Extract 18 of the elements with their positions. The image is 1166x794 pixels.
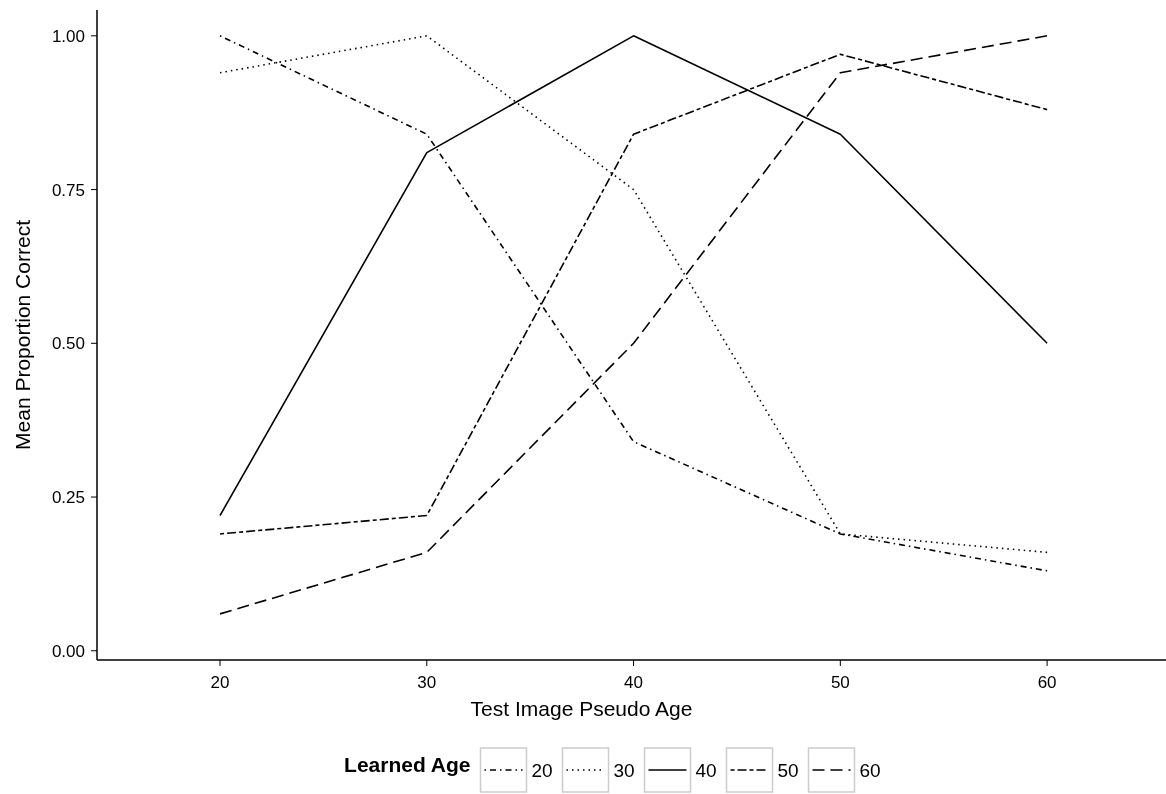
legend-label: 50 (777, 759, 799, 781)
legend-label: 30 (613, 759, 635, 781)
x-tick-label: 50 (830, 673, 850, 692)
y-axis-title: Mean Proportion Correct (11, 219, 34, 450)
legend-label: 60 (859, 759, 881, 781)
y-tick-label: 0.00 (51, 641, 85, 661)
x-tick-label: 60 (1037, 673, 1057, 692)
y-tick-label: 0.50 (51, 334, 85, 354)
legend-title: Learned Age (344, 753, 471, 776)
y-tick-label: 0.75 (51, 180, 85, 200)
y-tick-label: 1.00 (51, 26, 85, 46)
legend-label: 40 (695, 759, 717, 781)
x-tick-label: 40 (624, 673, 644, 692)
y-tick-label: 0.25 (51, 487, 85, 507)
x-axis-title: Test Image Pseudo Age (470, 697, 693, 720)
x-tick-label: 20 (210, 673, 230, 692)
legend-label: 20 (531, 759, 553, 781)
x-tick-label: 30 (417, 673, 437, 692)
